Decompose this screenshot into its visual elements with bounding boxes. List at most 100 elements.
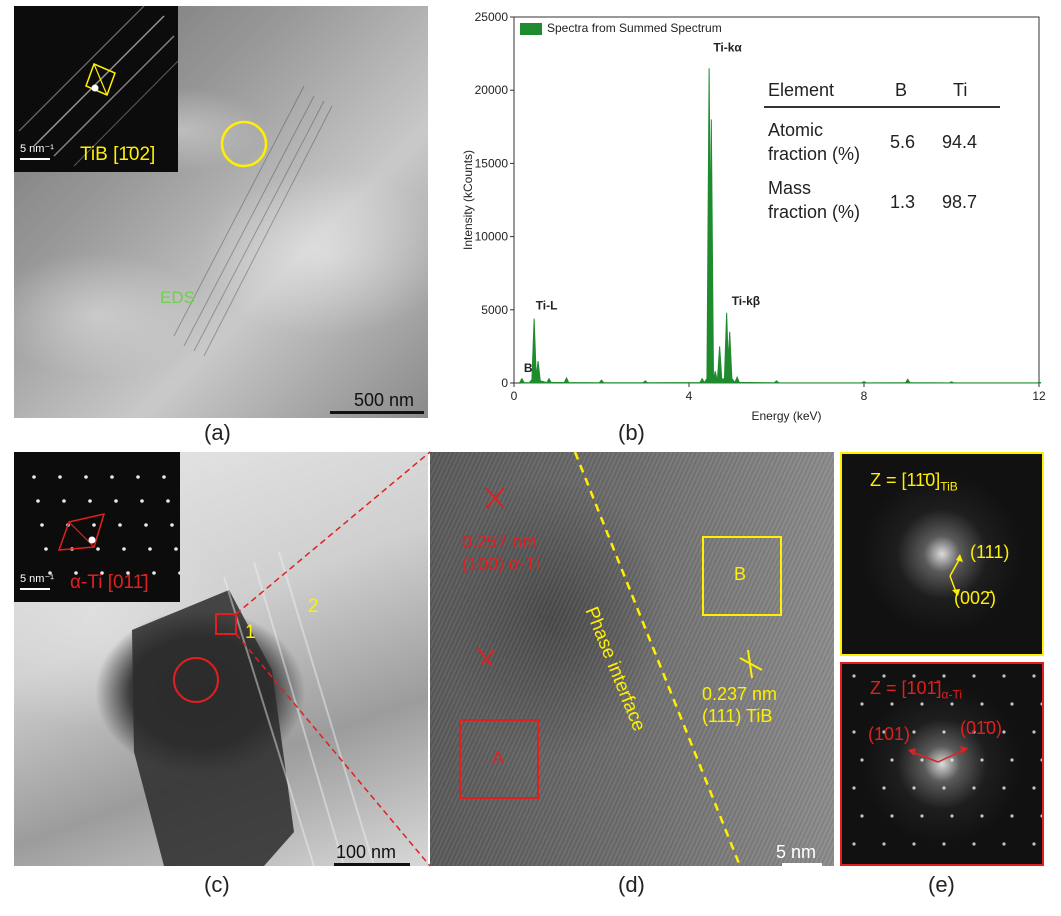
caption-e: (e) [928, 872, 955, 897]
eds-label: EDS [160, 288, 195, 307]
panel-d-overlay [459, 452, 782, 866]
fft-spot [852, 786, 856, 790]
spacing-yel-plane: (111) TiB [702, 706, 773, 726]
tib-zone-axis-text: Z = [11̄0] [870, 470, 941, 490]
diffraction-spot [136, 475, 140, 479]
table-row-atomic-label-2: fraction (%) [768, 144, 861, 164]
fft-spot [1032, 674, 1036, 678]
peak-annotation: B [524, 361, 533, 375]
fft-spot [1002, 730, 1006, 734]
inset-c-zone-label: α-Ti [011̄] [70, 572, 149, 593]
fft-spot [1040, 758, 1042, 762]
alpha-ti-spot-010: (01̄0) [960, 718, 1003, 738]
table-row-mass-label-2: fraction (%) [768, 202, 861, 222]
diffraction-spot [36, 499, 40, 503]
y-tick-label: 10000 [475, 230, 509, 244]
fft-spot [942, 786, 946, 790]
diffraction-spot [144, 523, 148, 527]
fft-spot [882, 842, 886, 846]
diffraction-spot [40, 523, 44, 527]
caption-b: (b) [618, 420, 645, 445]
marker-2: 2 [308, 596, 319, 617]
diffraction-spot [96, 547, 100, 551]
fft-spot [912, 730, 916, 734]
diffraction-spot [110, 475, 114, 479]
fft-spot [1002, 842, 1006, 846]
table-row-mass-ti: 98.7 [942, 192, 978, 212]
panel-d-scale-label: 5 nm [776, 842, 817, 862]
tib-spot-002: (002̄) [954, 588, 997, 608]
diffraction-spot [122, 547, 126, 551]
alpha-ti-fft-spots [852, 674, 1042, 846]
diffraction-spot [174, 547, 178, 551]
y-tick-label: 20000 [475, 83, 509, 97]
diffraction-spot [100, 571, 104, 575]
y-tick-label: 15000 [475, 156, 509, 170]
table-header-b: B [895, 80, 908, 100]
tib-fft-arrows [949, 554, 963, 596]
panel-a-tem-image: 5 nm⁻¹ TiB [1̄02] EDS 500 nm [14, 6, 428, 418]
peak-annotation: Ti-L [536, 298, 558, 312]
spacing-red-value: 0.257 nm [462, 532, 538, 552]
inset-pattern [18, 6, 179, 167]
alpha-ti-zone-axis-text: Z = [101̄] [870, 678, 942, 698]
diffraction-spot [140, 499, 144, 503]
fft-spot [1010, 814, 1014, 818]
alpha-ti-zone-axis: Z = [101̄]α-Ti [870, 678, 962, 702]
panel-d-scale-bar [782, 863, 822, 866]
fft-spot [942, 674, 946, 678]
fft-spot [860, 702, 864, 706]
diffraction-spot [62, 499, 66, 503]
fft-spot [882, 730, 886, 734]
x-tick-label: 12 [1032, 389, 1046, 403]
fft-spot [882, 674, 886, 678]
spacing-red-plane: (100) α-Ti [462, 554, 540, 574]
y-tick-label: 25000 [475, 10, 509, 24]
fft-spot [980, 758, 984, 762]
diffraction-spot [48, 571, 52, 575]
eds-spectrum-chart: 0 5000 10000 15000 20000 25000 0 4 8 12 Energy (ke… [461, 10, 1046, 423]
fft-spot [950, 758, 954, 762]
panel-a-scale-label: 500 nm [354, 390, 415, 410]
y-axis-label: Intensity (kCounts) [461, 150, 475, 250]
table-header-ti: Ti [953, 80, 968, 100]
fft-spot [882, 786, 886, 790]
tib-spot-111: (111) [970, 542, 1010, 562]
peak-annotation: Ti-kα [713, 41, 742, 55]
fft-spot [912, 842, 916, 846]
diffraction-spot [74, 571, 78, 575]
fft-spot [1002, 674, 1006, 678]
fft-spot [852, 842, 856, 846]
spectrum-series [518, 68, 1042, 384]
fft-spot [950, 814, 954, 818]
panel-c-tem-image: 5 nm⁻¹ α-Ti [011̄] 1 2 100 nm [14, 452, 428, 866]
inset-scale-label: 5 nm⁻¹ [20, 143, 54, 155]
fft-spot [860, 814, 864, 818]
inset-c-pattern [32, 475, 182, 575]
fft-spot [972, 842, 976, 846]
diffraction-spot [114, 499, 118, 503]
table-row-atomic-ti: 94.4 [942, 132, 978, 152]
box-b-label: B [734, 564, 747, 584]
fft-spot [1002, 786, 1006, 790]
fft-spot [1010, 758, 1014, 762]
inset-zone-label: TiB [1̄02] [80, 144, 156, 165]
fft-spot [942, 730, 946, 734]
fft-spot [1032, 786, 1036, 790]
panel-a-scale-bar [330, 411, 424, 414]
panel-a-inset-diffraction: 5 nm⁻¹ TiB [1̄02] [14, 6, 179, 172]
fft-spot [860, 758, 864, 762]
fft-spot [1032, 842, 1036, 846]
fft-spot [1010, 702, 1014, 706]
x-tick-label: 8 [861, 389, 868, 403]
fft-spot [972, 786, 976, 790]
y-tick-label: 5000 [481, 303, 508, 317]
fft-spot [912, 674, 916, 678]
tib-zone-axis: Z = [11̄0]TiB [870, 470, 958, 494]
fft-spot [920, 758, 924, 762]
inset-c-scale-label: 5 nm⁻¹ [20, 573, 54, 585]
fft-spot [890, 814, 894, 818]
panel-b-eds-chart: 0 5000 10000 15000 20000 25000 0 4 8 12 Energy (ke… [428, 0, 1061, 425]
peak-annotation: Ti-kβ [732, 294, 760, 308]
inset-c-scale-bar [20, 588, 50, 590]
